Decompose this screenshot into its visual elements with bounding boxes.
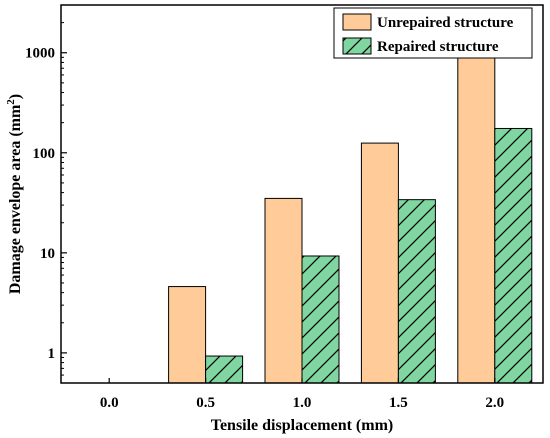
- y-axis-title: Damage envelope area (mm2): [5, 94, 24, 294]
- x-axis: 0.0 0.5 1.0 1.5 2.0: [100, 378, 504, 411]
- x-tick-label: 1.0: [293, 395, 312, 411]
- bar-hatch-1.0: [302, 255, 339, 383]
- legend-hatch-repaired: [343, 38, 371, 54]
- legend-swatch-unrepaired: [342, 13, 372, 31]
- x-tick-label: 0.0: [100, 395, 119, 411]
- y-tick-label: 10: [40, 246, 55, 262]
- bar-hatch-2.0: [494, 128, 532, 383]
- legend: Unrepaired structure Repaired structure: [333, 7, 533, 59]
- y-axis: 1 10 100 1000: [25, 22, 67, 376]
- x-tick-label: 2.0: [485, 395, 504, 411]
- legend-label-repaired: Repaired structure: [377, 39, 499, 55]
- bar-unrepaired-2.0: [457, 55, 496, 384]
- x-axis-title: Tensile displacement (mm): [211, 417, 394, 434]
- bar-hatch-1.5: [398, 199, 436, 383]
- x-tick-label: 0.5: [196, 395, 215, 411]
- y-tick-label: 1000: [25, 46, 55, 62]
- bar-unrepaired-1.0: [264, 197, 303, 384]
- y-tick-label: 100: [33, 146, 56, 162]
- bar-unrepaired-1.5: [360, 142, 399, 384]
- bar-hatch-0.5: [205, 356, 243, 383]
- bars-group: [168, 55, 533, 384]
- y-tick-label: 1: [48, 346, 56, 362]
- legend-label-unrepaired: Unrepaired structure: [377, 15, 514, 31]
- bar-unrepaired-0.5: [168, 286, 207, 384]
- x-tick-label: 1.5: [389, 395, 408, 411]
